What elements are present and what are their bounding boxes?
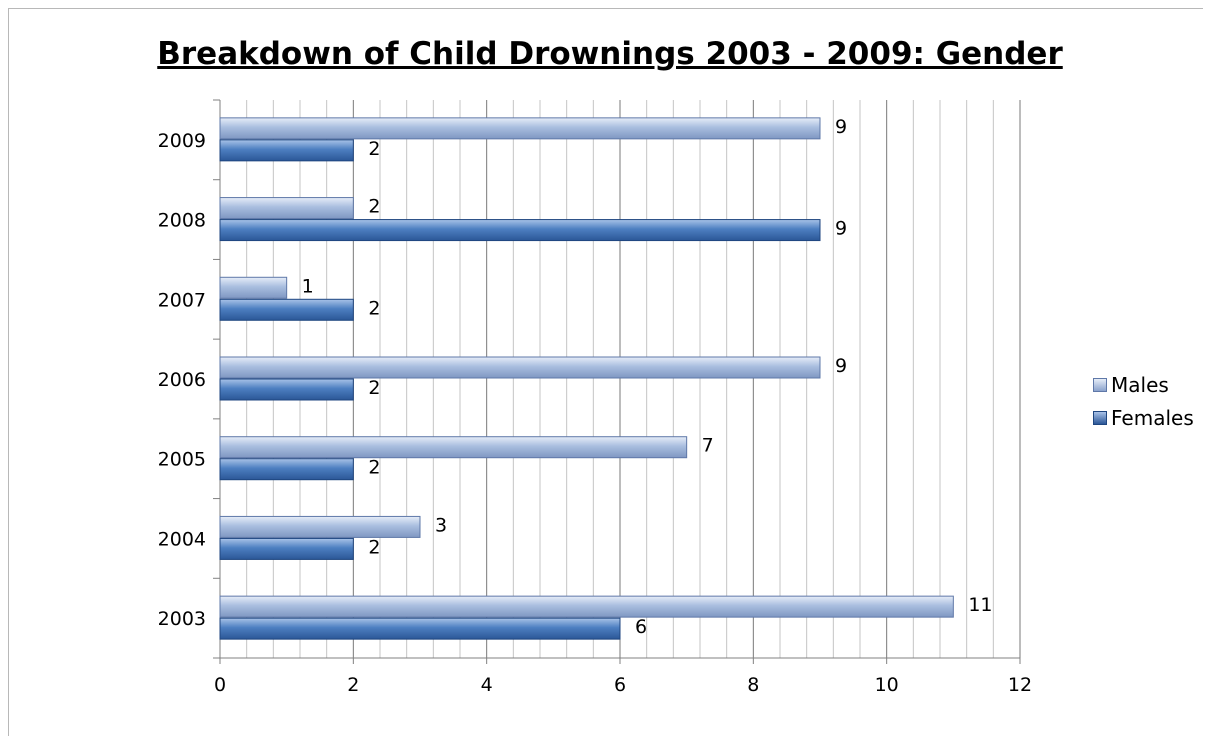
x-tick-label: 10 xyxy=(875,674,899,696)
data-label-males-2009: 9 xyxy=(835,116,847,138)
x-tick-label: 12 xyxy=(1008,674,1032,696)
y-tick-label: 2007 xyxy=(158,289,206,311)
bar-males-2009 xyxy=(219,117,821,140)
legend: Males Females xyxy=(1093,368,1194,434)
y-tick-label: 2004 xyxy=(158,528,206,550)
data-label-males-2004: 3 xyxy=(435,514,447,536)
data-label-females-2003: 6 xyxy=(635,616,647,638)
legend-label-males: Males xyxy=(1111,372,1169,397)
x-tick-label: 2 xyxy=(347,674,359,696)
x-tick-label: 0 xyxy=(214,674,226,696)
y-tick-label: 2005 xyxy=(158,449,206,471)
labels: 0 2 4 6 8 10 122003116200432200572200692200712… xyxy=(158,116,1032,696)
data-label-females-2007: 2 xyxy=(368,297,380,319)
axes xyxy=(213,99,1021,664)
chart-title: Breakdown of Child Drownings 2003 - 2009… xyxy=(157,36,1063,72)
y-tick-label: 2008 xyxy=(158,210,206,232)
bars xyxy=(219,117,954,640)
legend-swatch-females xyxy=(1093,410,1107,425)
x-tick-label: 6 xyxy=(614,674,626,696)
bar-males-2004 xyxy=(219,515,421,538)
grid-lines xyxy=(246,100,1021,658)
data-label-males-2005: 7 xyxy=(702,435,714,457)
legend-item-females: Females xyxy=(1093,401,1194,434)
legend-item-males: Males xyxy=(1093,368,1194,401)
data-label-females-2008: 9 xyxy=(835,218,847,240)
data-label-males-2006: 9 xyxy=(835,355,847,377)
legend-swatch-males xyxy=(1093,377,1107,392)
bar-females-2006 xyxy=(219,378,354,401)
x-tick-label: 8 xyxy=(747,674,759,696)
data-label-females-2005: 2 xyxy=(368,457,380,479)
data-label-females-2006: 2 xyxy=(368,377,380,399)
y-tick-label: 2009 xyxy=(158,130,206,152)
data-label-females-2009: 2 xyxy=(368,138,380,160)
bar-females-2007 xyxy=(219,298,354,321)
bar-males-2003 xyxy=(219,595,954,618)
data-label-males-2007: 1 xyxy=(302,275,314,297)
bar-males-2008 xyxy=(219,197,354,220)
bar-females-2003 xyxy=(219,617,621,640)
bar-males-2006 xyxy=(219,356,821,379)
x-tick-label: 4 xyxy=(481,674,493,696)
y-tick-label: 2003 xyxy=(158,608,206,630)
bar-females-2004 xyxy=(219,537,354,560)
data-label-females-2004: 2 xyxy=(368,536,380,558)
legend-label-females: Females xyxy=(1111,405,1194,430)
bar-females-2008 xyxy=(219,219,821,242)
bar-females-2005 xyxy=(219,458,354,481)
bar-males-2005 xyxy=(219,436,688,459)
bar-males-2007 xyxy=(219,276,288,299)
chart-frame xyxy=(8,8,1203,736)
data-label-males-2003: 11 xyxy=(968,594,992,616)
y-tick-label: 2006 xyxy=(158,369,206,391)
data-label-males-2008: 2 xyxy=(368,196,380,218)
bar-females-2009 xyxy=(219,139,354,162)
